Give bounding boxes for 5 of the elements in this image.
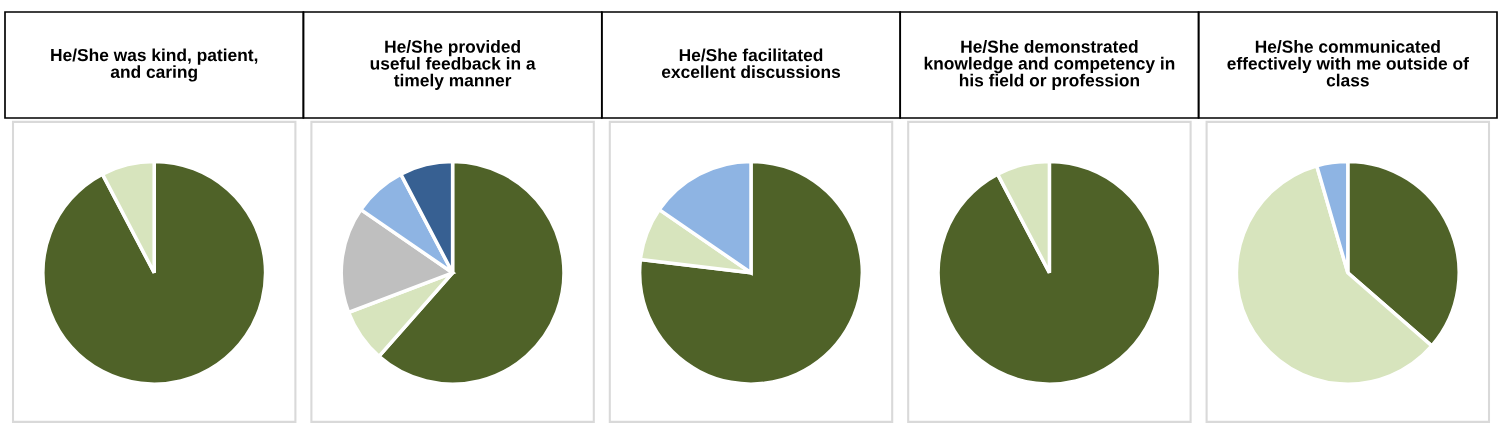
chart-title: He/She demonstrated knowledge and competency in his field or profession (924, 40, 1175, 90)
chart-title: He/She provided useful feedback in a timely manner (370, 40, 536, 90)
chart-title: He/She facilitated excellent discussions (661, 48, 841, 79)
chart-title: He/She communicated effectively with me outside of class (1227, 40, 1469, 87)
chart-title: He/She was kind, patient, and caring (51, 48, 258, 82)
